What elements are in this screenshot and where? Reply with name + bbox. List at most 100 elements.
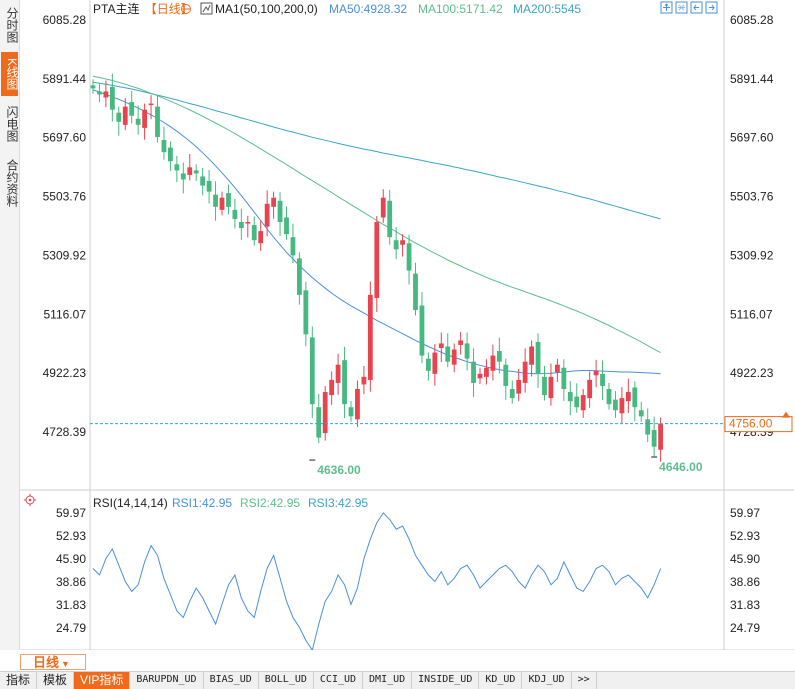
candle-body: [625, 392, 631, 402]
rsi-tick-left: 52.93: [56, 529, 86, 543]
candle-body: [309, 337, 315, 405]
candle-body: [496, 351, 502, 362]
candle-body: [387, 200, 393, 238]
candle-body: [426, 358, 431, 371]
candle-body: [129, 102, 135, 116]
arrow-right-square-icon[interactable]: [705, 1, 718, 14]
price-tick-left: 5891.44: [43, 72, 87, 86]
tab-time-sharing[interactable]: 分时图: [5, 7, 19, 43]
tab-contract-info[interactable]: 合约资料: [5, 159, 19, 207]
candle-body: [516, 379, 522, 394]
price-tick-left: 5503.76: [43, 190, 87, 204]
price-axis: 6085.28 6085.28 5891.44 5891.44 5697.60 5697.…: [43, 13, 774, 439]
kline-chart[interactable]: PTA主连 【日线】 MA1(50,100,200,0) MA50:4928.3…: [0, 0, 795, 650]
price-tick-right: 5503.76: [730, 190, 774, 204]
candle-body: [148, 103, 154, 106]
candle-body: [535, 341, 541, 374]
indicator-tab[interactable]: KDJ_UD: [522, 672, 572, 689]
candle-body: [380, 197, 386, 218]
target-icon[interactable]: [24, 494, 36, 506]
candle-body: [329, 379, 335, 396]
indicator-tab[interactable]: INSIDE_UD: [412, 672, 480, 689]
candle-body: [219, 197, 225, 210]
indicator-tab[interactable]: VIP指标: [74, 672, 131, 689]
candle-body: [271, 197, 276, 207]
price-tick-left: 6085.28: [43, 13, 87, 27]
candle-body: [651, 429, 657, 447]
current-price-tag: [724, 416, 793, 433]
candle-body: [645, 419, 651, 435]
candle-body: [161, 140, 167, 153]
candle-body: [567, 392, 573, 402]
candle-body: [264, 203, 270, 227]
candle-body: [180, 173, 186, 180]
candle-body: [374, 222, 380, 298]
candle-body: [251, 225, 257, 241]
candle-body: [490, 355, 496, 371]
toggle-icon[interactable]: [200, 2, 213, 15]
candle-body: [297, 258, 302, 295]
price-tick-left: 5116.07: [44, 307, 87, 321]
candle-body: [335, 364, 341, 383]
price-tick-right: 6085.28: [730, 13, 774, 27]
current-price-text: 4756.00: [729, 417, 773, 431]
price-tick-right: 5891.44: [730, 72, 774, 86]
indicator-tab[interactable]: 模板: [37, 672, 75, 689]
indicator-tab[interactable]: CCI_UD: [314, 672, 364, 689]
indicator-tab[interactable]: >>: [572, 672, 597, 689]
arrow-left-square-icon[interactable]: [690, 1, 703, 14]
tab-flash-chart[interactable]: 闪电图: [5, 106, 19, 142]
candle-body: [613, 399, 618, 411]
candle-body: [206, 181, 212, 192]
rsi-params-label: RSI(14,14,14): [93, 496, 168, 510]
price-tick-left: 4922.23: [43, 366, 87, 380]
rsi2-label: RSI2:42.95: [240, 496, 300, 510]
candle-body: [258, 231, 264, 244]
candle-body: [632, 387, 638, 408]
candle-body: [122, 106, 128, 125]
plus-square-icon[interactable]: [660, 1, 673, 14]
candle-body: [322, 392, 328, 434]
indicator-tab[interactable]: BIAS_UD: [204, 672, 259, 689]
candle-body: [451, 349, 457, 365]
candle-body: [464, 343, 470, 359]
svg-text:PTA主连 【日线】: PTA主连 【日线】: [93, 1, 193, 16]
candle-body: [103, 91, 109, 98]
marks: 4756.00 4636.00 4646.00: [90, 411, 793, 477]
symbol-label: PTA主连: [93, 1, 139, 16]
rsi-tick-right: 31.83: [730, 598, 760, 612]
period-selector-label: 日线: [33, 655, 60, 670]
candle-body: [290, 237, 296, 256]
indicator-tab[interactable]: 指标: [0, 672, 38, 689]
rsi-tick-left: 38.86: [56, 575, 86, 589]
candle-body: [658, 423, 663, 450]
rsi-tick-left: 45.90: [56, 552, 86, 566]
indicator-tab[interactable]: BARUPDN_UD: [130, 672, 204, 689]
candle-body: [542, 376, 547, 396]
candle-body: [187, 167, 193, 175]
candle-body: [238, 222, 244, 229]
candle-body: [213, 194, 218, 207]
candle-body: [574, 396, 580, 408]
period-selector[interactable]: 日线 ▼: [20, 654, 86, 670]
price-tick-left: 5697.60: [43, 131, 87, 145]
candle-body: [419, 305, 425, 356]
indicator-tab[interactable]: BOLL_UD: [259, 672, 314, 689]
candle-body: [245, 222, 251, 224]
rsi-tick-right: 24.79: [730, 621, 760, 635]
eye-icon[interactable]: [181, 4, 191, 14]
candle-body: [529, 346, 534, 365]
indicator-tab[interactable]: KD_UD: [479, 672, 523, 689]
candle-body: [277, 200, 283, 223]
ma50-label: MA50:4928.32: [329, 2, 407, 16]
tab-kline[interactable]: K线图: [1, 52, 19, 96]
candle-body: [445, 346, 451, 362]
candle-body: [600, 373, 605, 386]
candle-body: [606, 389, 612, 405]
low-label: 4636.00: [317, 463, 361, 477]
indicator-tab[interactable]: DMI_UD: [363, 672, 413, 689]
minus-square-icon[interactable]: [675, 1, 688, 14]
low-label: 4646.00: [659, 460, 703, 474]
candle-body: [355, 389, 360, 420]
candle-body: [135, 118, 141, 125]
